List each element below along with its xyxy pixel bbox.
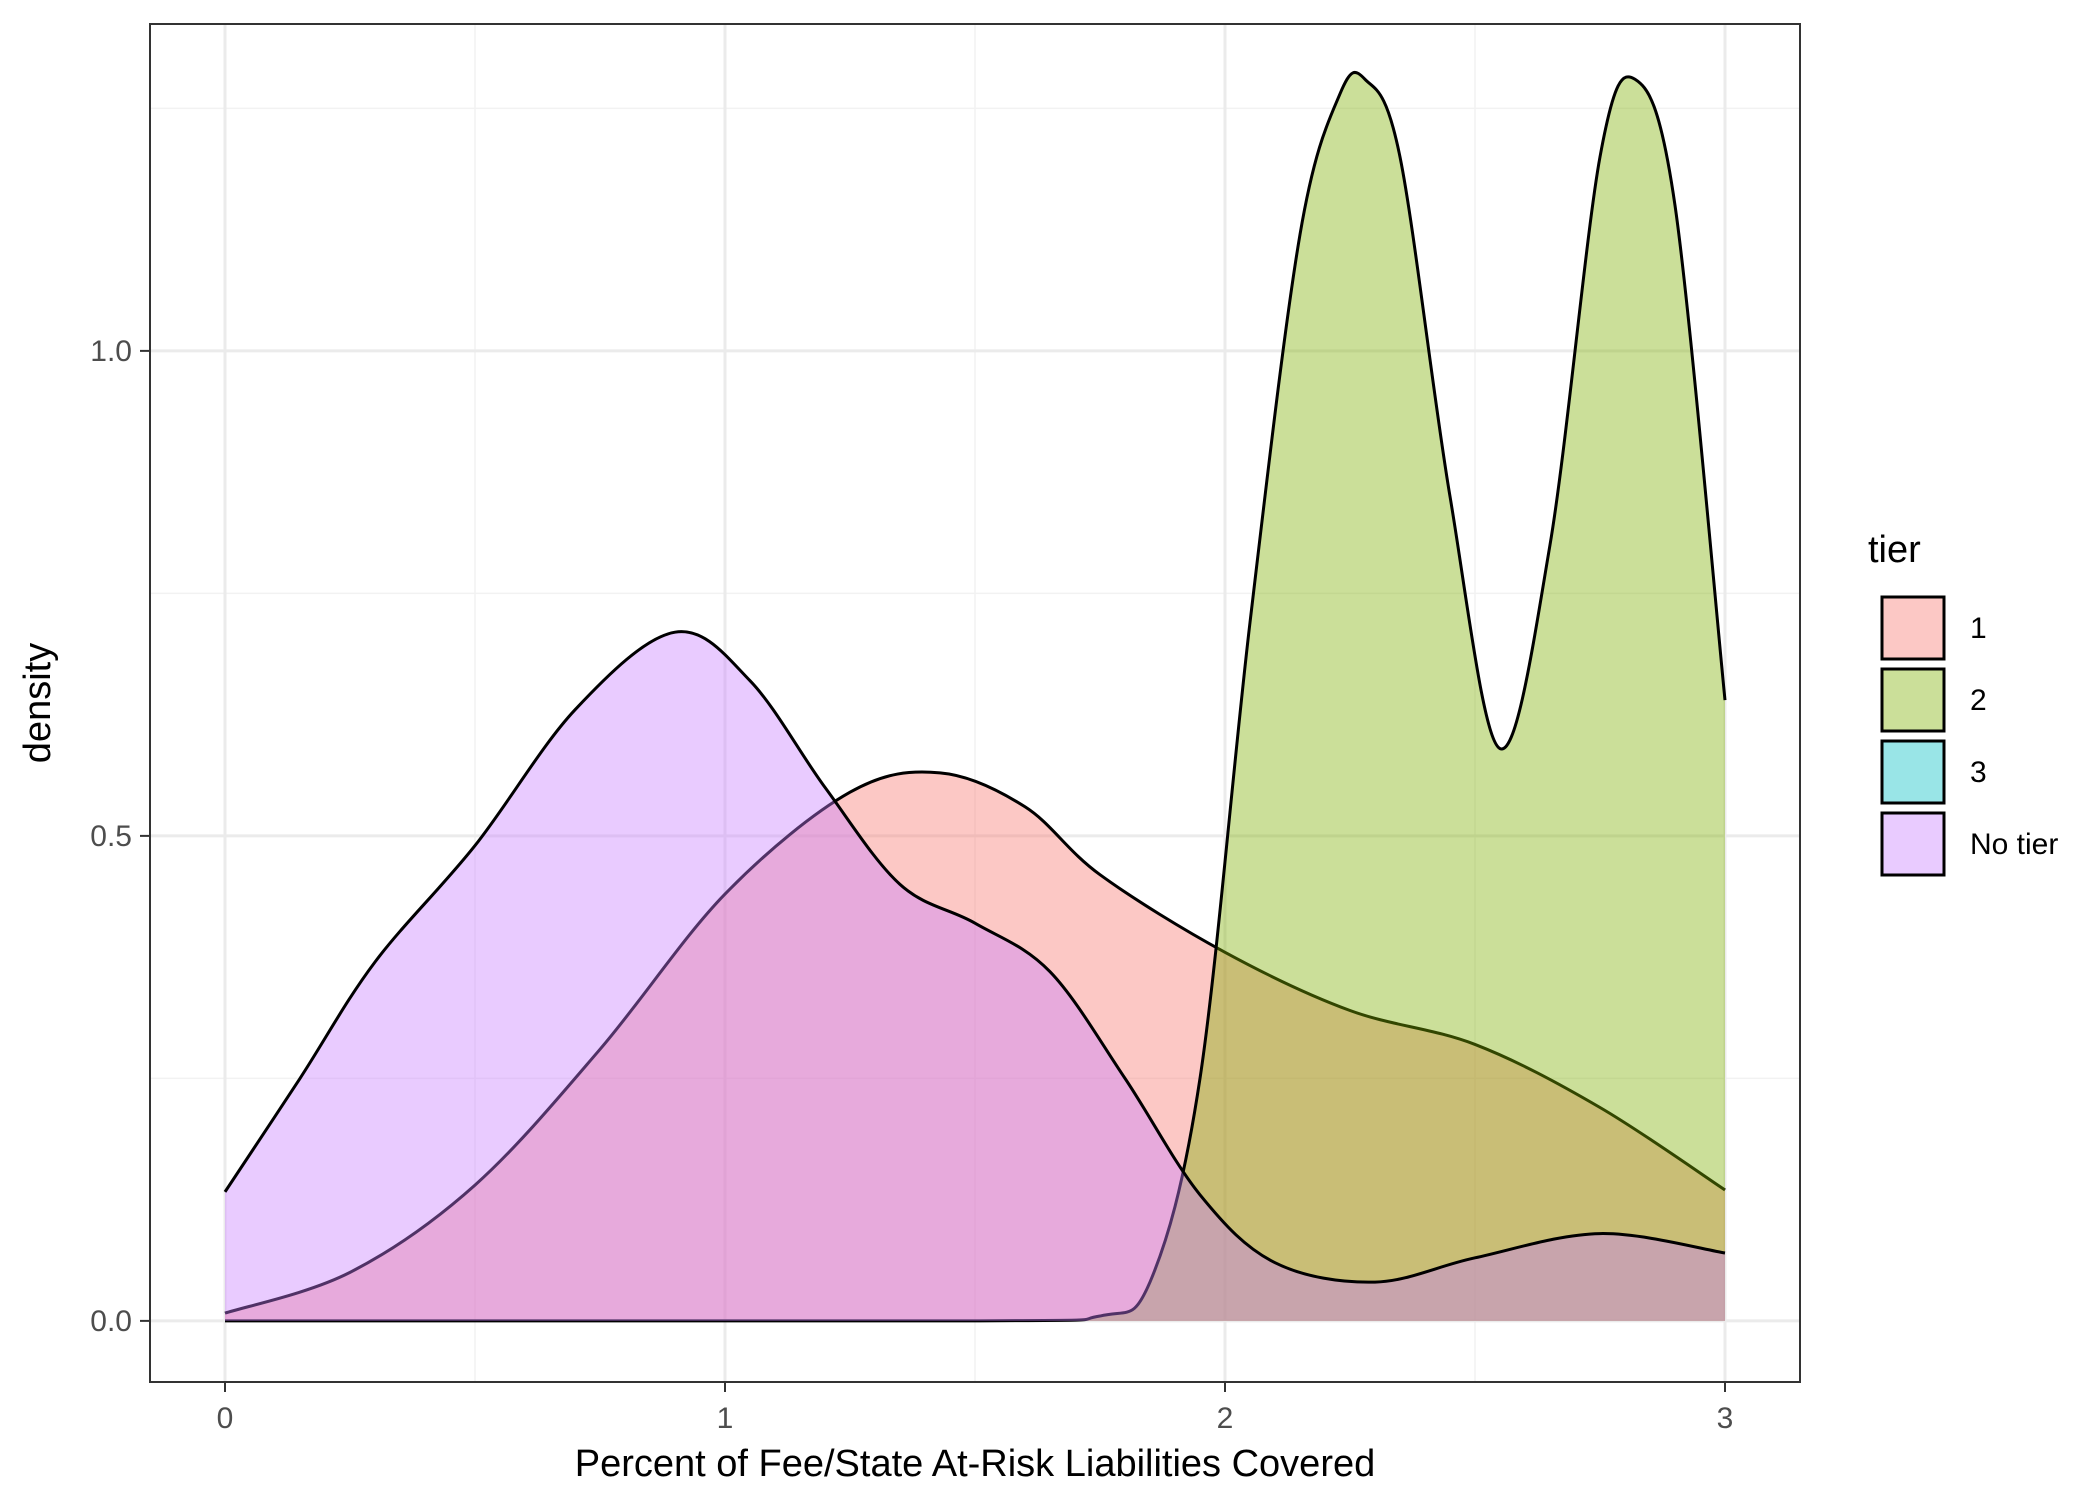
legend-label: 3: [1970, 756, 1987, 789]
density-curve: [225, 70, 1727, 1323]
series-1: [224, 770, 1726, 1321]
x-tick-label: 3: [1717, 1402, 1734, 1435]
legend-title: tier: [1868, 529, 1921, 571]
legend-key: [1880, 667, 1946, 733]
y-tick-label: 1.0: [90, 335, 132, 368]
legend-label: 1: [1970, 612, 1987, 645]
x-tick-label: 0: [217, 1402, 234, 1435]
x-tick-label: 1: [717, 1402, 734, 1435]
legend-key-fill: [1880, 811, 1946, 877]
y-axis: 0.0 0.5 1.0: [90, 335, 150, 1338]
legend-key: [1880, 811, 1946, 877]
density-curve: [223, 630, 1726, 1284]
x-tick-label: 2: [1217, 1402, 1234, 1435]
y-tick-label: 0.0: [90, 1305, 132, 1338]
series-2: [225, 70, 1727, 1323]
x-axis: 0 1 2 3: [217, 1382, 1734, 1435]
y-axis-title: density: [17, 643, 59, 763]
legend-key-fill: [1880, 739, 1946, 805]
density-area-fill: [225, 771, 1725, 1321]
legend-key-fill: [1880, 595, 1946, 661]
legend-key: [1880, 739, 1946, 805]
density-areas: [223, 70, 1727, 1323]
legend: tier 1 2 3 No tier: [1868, 529, 2058, 877]
x-axis-title: Percent of Fee/State At-Risk Liabilities…: [575, 1443, 1376, 1485]
series-no-tier: [223, 630, 1726, 1321]
legend-key: [1880, 595, 1946, 661]
legend-label: No tier: [1970, 828, 2058, 861]
density-area-fill: [225, 72, 1725, 1321]
legend-key-fill: [1880, 667, 1946, 733]
density-area-fill: [225, 631, 1725, 1321]
y-tick-label: 0.5: [90, 820, 132, 853]
plot-panel-border: [149, 23, 1801, 1383]
density-curve: [224, 770, 1726, 1315]
legend-label: 2: [1970, 684, 1987, 717]
